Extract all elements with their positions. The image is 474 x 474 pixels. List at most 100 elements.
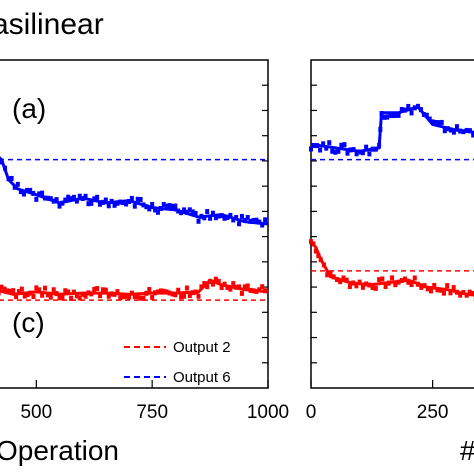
data-point xyxy=(345,150,350,156)
data-point xyxy=(86,290,91,296)
legend-label-output-6: Output 6 xyxy=(173,369,231,386)
data-point xyxy=(135,294,140,300)
data-point xyxy=(115,289,120,295)
data-point xyxy=(219,285,224,291)
data-point xyxy=(439,119,444,125)
data-point xyxy=(150,201,155,207)
data-point xyxy=(421,112,426,118)
data-point xyxy=(89,200,94,206)
data-point xyxy=(260,284,265,290)
data-point xyxy=(6,176,11,182)
data-point xyxy=(445,126,450,132)
data-point xyxy=(367,151,372,157)
data-point xyxy=(422,283,427,289)
data-point xyxy=(309,146,313,152)
data-point xyxy=(103,197,108,203)
data-point xyxy=(321,262,326,268)
data-point xyxy=(418,107,423,113)
data-point xyxy=(40,190,45,196)
data-point xyxy=(199,213,204,219)
data-point xyxy=(393,282,398,288)
data-point xyxy=(31,293,36,299)
data-point xyxy=(427,116,432,122)
data-point xyxy=(348,147,353,153)
data-point xyxy=(31,190,36,196)
data-point xyxy=(208,215,213,221)
data-point xyxy=(135,196,140,202)
data-point xyxy=(234,284,239,290)
data-point xyxy=(161,288,166,294)
data-point xyxy=(54,197,59,203)
data-point xyxy=(325,272,330,278)
data-point xyxy=(150,294,155,300)
data-point xyxy=(385,114,390,120)
data-point xyxy=(71,194,76,200)
data-point xyxy=(311,241,316,247)
data-point xyxy=(196,218,201,224)
data-point xyxy=(77,193,82,199)
data-point xyxy=(458,128,463,134)
data-point xyxy=(231,217,236,223)
data-point xyxy=(360,284,365,290)
data-point xyxy=(216,278,221,284)
data-point xyxy=(121,294,126,300)
data-point xyxy=(403,107,408,113)
data-point xyxy=(167,290,172,296)
data-point xyxy=(442,128,447,134)
panel-left-x-axis: 500 750 1000 xyxy=(20,380,289,423)
data-point xyxy=(219,213,224,219)
data-point xyxy=(80,291,85,297)
data-point xyxy=(144,204,149,210)
data-point xyxy=(419,284,424,290)
data-point xyxy=(179,210,184,216)
data-point xyxy=(184,285,189,291)
data-point xyxy=(115,200,120,206)
data-point xyxy=(0,159,4,165)
data-point xyxy=(170,203,175,209)
data-point xyxy=(351,280,356,286)
data-point xyxy=(193,210,198,216)
data-point xyxy=(138,197,143,203)
panel-right-frame xyxy=(310,59,474,389)
data-point xyxy=(74,293,79,299)
legend: Output 2 Output 6 xyxy=(124,339,231,386)
data-point xyxy=(83,193,88,199)
data-point xyxy=(406,279,411,285)
x-tick-label: 750 xyxy=(136,402,168,423)
data-point xyxy=(118,199,123,205)
data-point xyxy=(448,127,453,133)
data-point xyxy=(377,277,382,283)
panel-left-data xyxy=(0,156,269,301)
data-point xyxy=(83,293,88,299)
data-point xyxy=(370,285,375,291)
data-point xyxy=(341,275,346,281)
data-point xyxy=(118,295,123,301)
data-point xyxy=(153,207,158,213)
data-point xyxy=(210,210,215,216)
data-point xyxy=(373,285,378,291)
data-point xyxy=(100,287,105,293)
data-point xyxy=(15,181,20,187)
data-point xyxy=(338,279,343,285)
data-point xyxy=(202,281,207,287)
data-point xyxy=(164,289,169,295)
data-point xyxy=(373,146,378,152)
data-point xyxy=(60,200,65,206)
data-point xyxy=(16,289,21,295)
data-point xyxy=(445,283,450,289)
data-point xyxy=(334,277,339,283)
data-point xyxy=(57,203,62,209)
data-point xyxy=(342,142,347,148)
data-point xyxy=(187,207,192,213)
data-point xyxy=(461,129,466,135)
data-point xyxy=(34,285,39,291)
data-point xyxy=(438,287,443,293)
data-point xyxy=(60,295,65,301)
data-point xyxy=(430,119,435,125)
data-point xyxy=(43,195,48,201)
panel-right-x-axis-title: # xyxy=(460,435,474,466)
data-point xyxy=(436,120,441,126)
data-point xyxy=(451,129,456,135)
data-point xyxy=(45,195,50,201)
